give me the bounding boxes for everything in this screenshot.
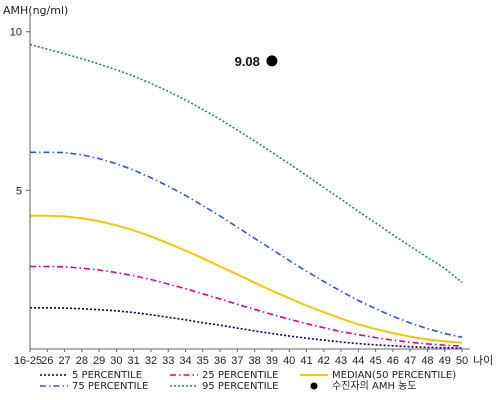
x-tick-label: 35 bbox=[197, 355, 209, 367]
legend-label: 수진자의 AMH 농도 bbox=[332, 380, 417, 392]
x-tick-label: 46 bbox=[387, 355, 399, 367]
x-tick-label: 43 bbox=[335, 355, 347, 367]
legend-label: 75 PERCENTILE bbox=[72, 381, 148, 392]
y-tick-labels: 10 5 bbox=[10, 27, 30, 197]
patient-amh-marker bbox=[266, 55, 278, 67]
legend-label: MEDIAN(50 PERCENTILE) bbox=[332, 370, 456, 381]
x-tick-label: 38 bbox=[249, 355, 261, 367]
x-tick-label: 48 bbox=[421, 355, 433, 367]
x-tick-label: 27 bbox=[58, 355, 70, 367]
x-tick-label: 44 bbox=[352, 355, 364, 367]
series-lines bbox=[29, 43, 463, 349]
x-tick-label: 39 bbox=[266, 355, 278, 367]
x-tick-label: 50 bbox=[456, 355, 468, 367]
legend-marker-patient bbox=[310, 382, 318, 390]
x-tick-label: 36 bbox=[214, 355, 226, 367]
x-tick-label: 45 bbox=[369, 355, 381, 367]
y-tick-label: 5 bbox=[16, 185, 22, 197]
legend-label: 5 PERCENTILE bbox=[72, 370, 142, 381]
x-tick-label: 28 bbox=[76, 355, 88, 367]
x-tick-label: 31 bbox=[128, 355, 140, 367]
series-line-95-percentile bbox=[29, 43, 463, 284]
x-tick-label: 37 bbox=[231, 355, 243, 367]
series-line-75-percentile bbox=[30, 151, 463, 339]
x-tick-label: 40 bbox=[283, 355, 295, 367]
x-tick-label: 32 bbox=[145, 355, 157, 367]
patient-amh-value-label: 9.08 bbox=[235, 54, 260, 69]
x-axis-title: 나이 bbox=[473, 354, 493, 367]
series-line-5-percentile bbox=[30, 306, 463, 349]
legend: 5 PERCENTILE 25 PERCENTILE MEDIAN(50 PERCE… bbox=[40, 370, 456, 392]
patient-points: 9.08 bbox=[235, 54, 278, 69]
x-tick-label: 41 bbox=[300, 355, 312, 367]
axes: AMH(ng/ml) 나이 bbox=[3, 4, 493, 367]
x-tick-label: 49 bbox=[439, 355, 451, 367]
y-tick-label: 10 bbox=[10, 27, 22, 39]
legend-label: 25 PERCENTILE bbox=[202, 370, 278, 381]
x-tick-label: 47 bbox=[404, 355, 416, 367]
series-line-25-percentile bbox=[30, 265, 463, 347]
x-tick-labels: 16-25 26 27 28 29 30 31 32 33 34 35 36 37 38 39 40 41 42 4… bbox=[14, 349, 468, 367]
x-tick-label: 16-25 bbox=[14, 355, 42, 367]
x-tick-label: 30 bbox=[110, 355, 122, 367]
series-line-median-50-percentile bbox=[30, 214, 463, 344]
x-tick-label: 26 bbox=[41, 355, 53, 367]
x-tick-label: 42 bbox=[318, 355, 330, 367]
x-tick-label: 33 bbox=[162, 355, 174, 367]
x-tick-label: 34 bbox=[179, 355, 191, 367]
legend-label: 95 PERCENTILE bbox=[202, 381, 278, 392]
y-axis-title: AMH(ng/ml) bbox=[3, 4, 68, 17]
x-tick-label: 29 bbox=[93, 355, 105, 367]
